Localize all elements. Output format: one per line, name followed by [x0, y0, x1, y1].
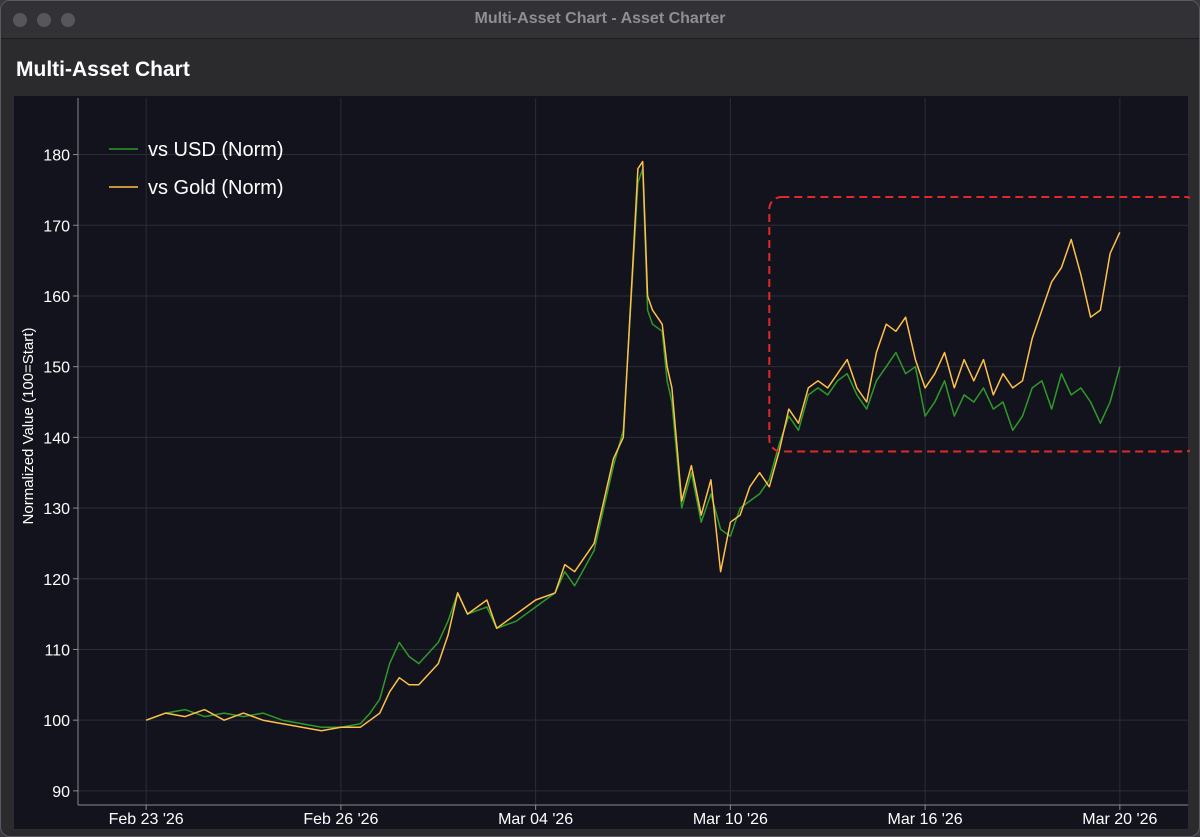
y-tick-label-100: 100	[43, 713, 70, 730]
chart-legend[interactable]: vs USD (Norm) vs Gold (Norm)	[109, 139, 284, 199]
title-bar[interactable]: Multi-Asset Chart - Asset Charter	[1, 1, 1199, 39]
x-tick-label-3: Mar 10 '26	[693, 811, 768, 828]
y-tick-label-90: 90	[52, 784, 70, 801]
x-tick-labels: Feb 23 '26 Feb 26 '26 Mar 04 '26 Mar 10 '26…	[109, 811, 1158, 828]
chart-canvas[interactable]: 90 100 110 120 130 140 150 160 170 180 Feb 23 '26…	[14, 96, 1190, 831]
y-tick-label-180: 180	[43, 148, 70, 165]
x-tick-label-4: Mar 16 '26	[888, 811, 963, 828]
x-tick-label-1: Feb 26 '26	[303, 811, 378, 828]
window-title: Multi-Asset Chart - Asset Charter	[474, 10, 726, 27]
y-axis-title: Normalized Value (100=Start)	[20, 328, 37, 525]
y-tick-labels: 90 100 110 120 130 140 150 160 170 180	[43, 148, 70, 801]
y-tick-label-130: 130	[43, 501, 70, 518]
legend-label-usd: vs USD (Norm)	[148, 139, 284, 161]
chart-panel[interactable]: 90 100 110 120 130 140 150 160 170 180 Feb 23 '26…	[13, 95, 1190, 831]
close-window-button[interactable]	[13, 13, 27, 27]
y-tick-label-120: 120	[43, 572, 70, 589]
x-tick-label-2: Mar 04 '26	[498, 811, 573, 828]
y-tick-label-140: 140	[43, 430, 70, 447]
grid-layer	[78, 98, 1188, 805]
x-tick-label-5: Mar 20 '26	[1082, 811, 1157, 828]
series-line-usd	[145, 167, 1121, 728]
y-tick-label-160: 160	[43, 289, 70, 306]
series-layer	[145, 160, 1121, 732]
axis-layer	[73, 98, 1188, 810]
series-line-gold	[145, 160, 1121, 732]
zoom-window-button[interactable]	[61, 13, 75, 27]
y-tick-label-170: 170	[43, 218, 70, 235]
legend-label-gold: vs Gold (Norm)	[148, 177, 284, 199]
x-tick-label-0: Feb 23 '26	[109, 811, 184, 828]
y-tick-label-150: 150	[43, 360, 70, 377]
y-tick-label-110: 110	[44, 642, 70, 659]
annotation-layer	[768, 195, 1190, 453]
minimize-window-button[interactable]	[37, 13, 51, 27]
highlight-box	[768, 195, 1190, 453]
page-title: Multi-Asset Chart	[16, 58, 190, 81]
